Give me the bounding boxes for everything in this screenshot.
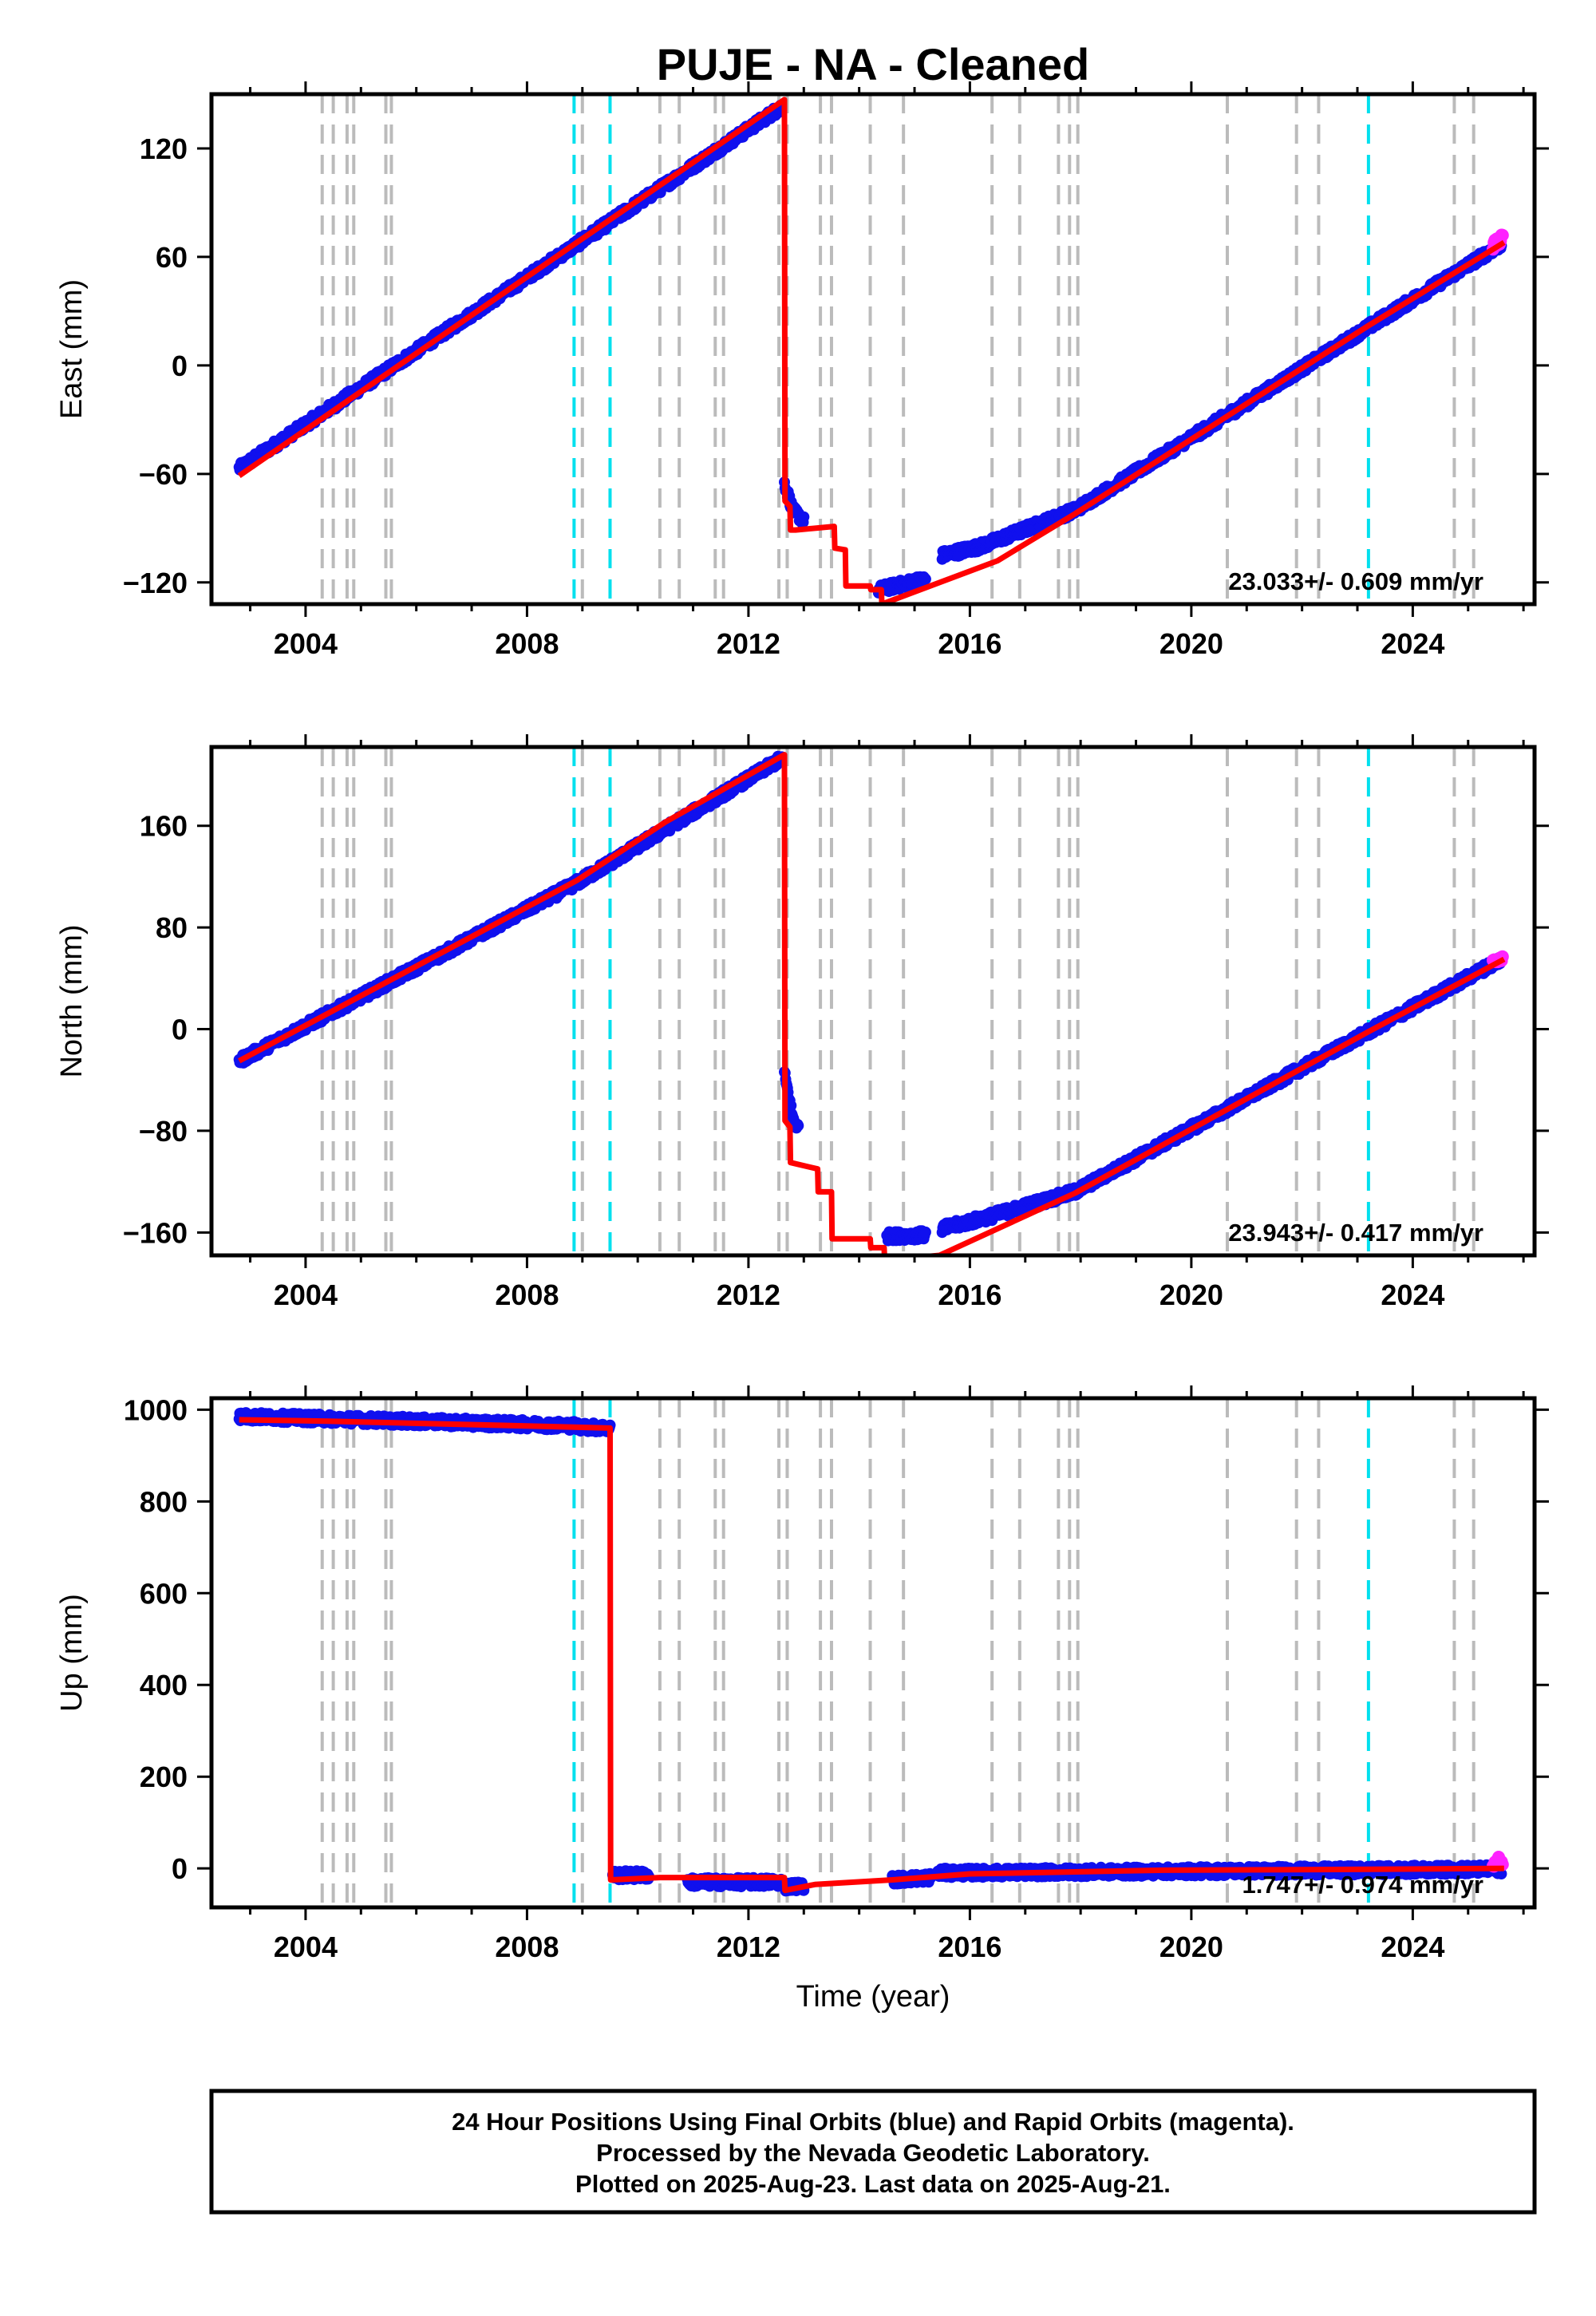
- east-x-tick-label: 2012: [717, 627, 780, 660]
- north-y-tick-label: 160: [140, 810, 188, 843]
- east-model-line: [237, 97, 1506, 604]
- east-y-tick-label: −120: [123, 567, 188, 599]
- north-data-point: [785, 1100, 797, 1112]
- north-frame: [209, 745, 1537, 1258]
- east-x-tick-label: 2020: [1159, 627, 1223, 660]
- up-plot-area: [233, 1398, 1509, 1907]
- east-frame: [209, 92, 1537, 607]
- north-data-point: [919, 1226, 931, 1238]
- east-y-tick-label: 60: [156, 241, 188, 274]
- north-y-tick-label: 80: [156, 911, 188, 944]
- east-x-tick-label: 2016: [938, 627, 1001, 660]
- north-x-tick-label: 2012: [717, 1279, 780, 1311]
- north-y-tick-label: −80: [139, 1115, 188, 1148]
- east-rate-label: 23.033+/- 0.609 mm/yr: [1228, 567, 1483, 595]
- north-x-tick-label: 2008: [495, 1279, 559, 1311]
- east-x-tick-label: 2024: [1381, 627, 1444, 660]
- north-x-tick-label: 2016: [938, 1279, 1001, 1311]
- north-x-tick-label: 2024: [1381, 1279, 1444, 1311]
- east-y-axis-label: East (mm): [55, 279, 89, 419]
- north-y-tick-label: −160: [123, 1216, 188, 1249]
- north-data-point: [792, 1120, 804, 1132]
- east-y-tick-label: −60: [139, 458, 188, 491]
- north-y-tick-label: 0: [172, 1014, 188, 1046]
- east-y-tick-label: 0: [172, 350, 188, 382]
- north-x-tick-label: 2020: [1159, 1279, 1223, 1311]
- east-y-tick-label: 120: [140, 132, 188, 165]
- east-panel: 2004 2008 2012 2016 2020 2024 −120 −60 0 60 120 Eas…: [55, 81, 1549, 660]
- east-data-point: [919, 573, 931, 585]
- north-model-line: [238, 752, 1506, 1255]
- east-x-tick-label: 2004: [274, 627, 338, 660]
- east-x-tick-label: 2008: [495, 627, 559, 660]
- north-rate-label: 23.943+/- 0.417 mm/yr: [1228, 1219, 1483, 1247]
- east-data-point: [798, 511, 810, 523]
- up-panel: 2004 2008 2012 2016 2020 20240200400600800100…: [55, 1385, 1549, 1963]
- north-plot-area: [233, 747, 1509, 1255]
- north-y-axis-label: North (mm): [55, 924, 89, 1077]
- north-x-tick-label: 2004: [274, 1279, 338, 1311]
- east-data-point: [1495, 228, 1509, 242]
- east-plot-area: [233, 94, 1509, 604]
- chart-title: PUJE - NA - Cleaned: [657, 39, 1089, 89]
- north-panel: 2004 2008 2012 2016 2020 2024 −160 −80 0 80 160 Nor…: [55, 734, 1549, 1311]
